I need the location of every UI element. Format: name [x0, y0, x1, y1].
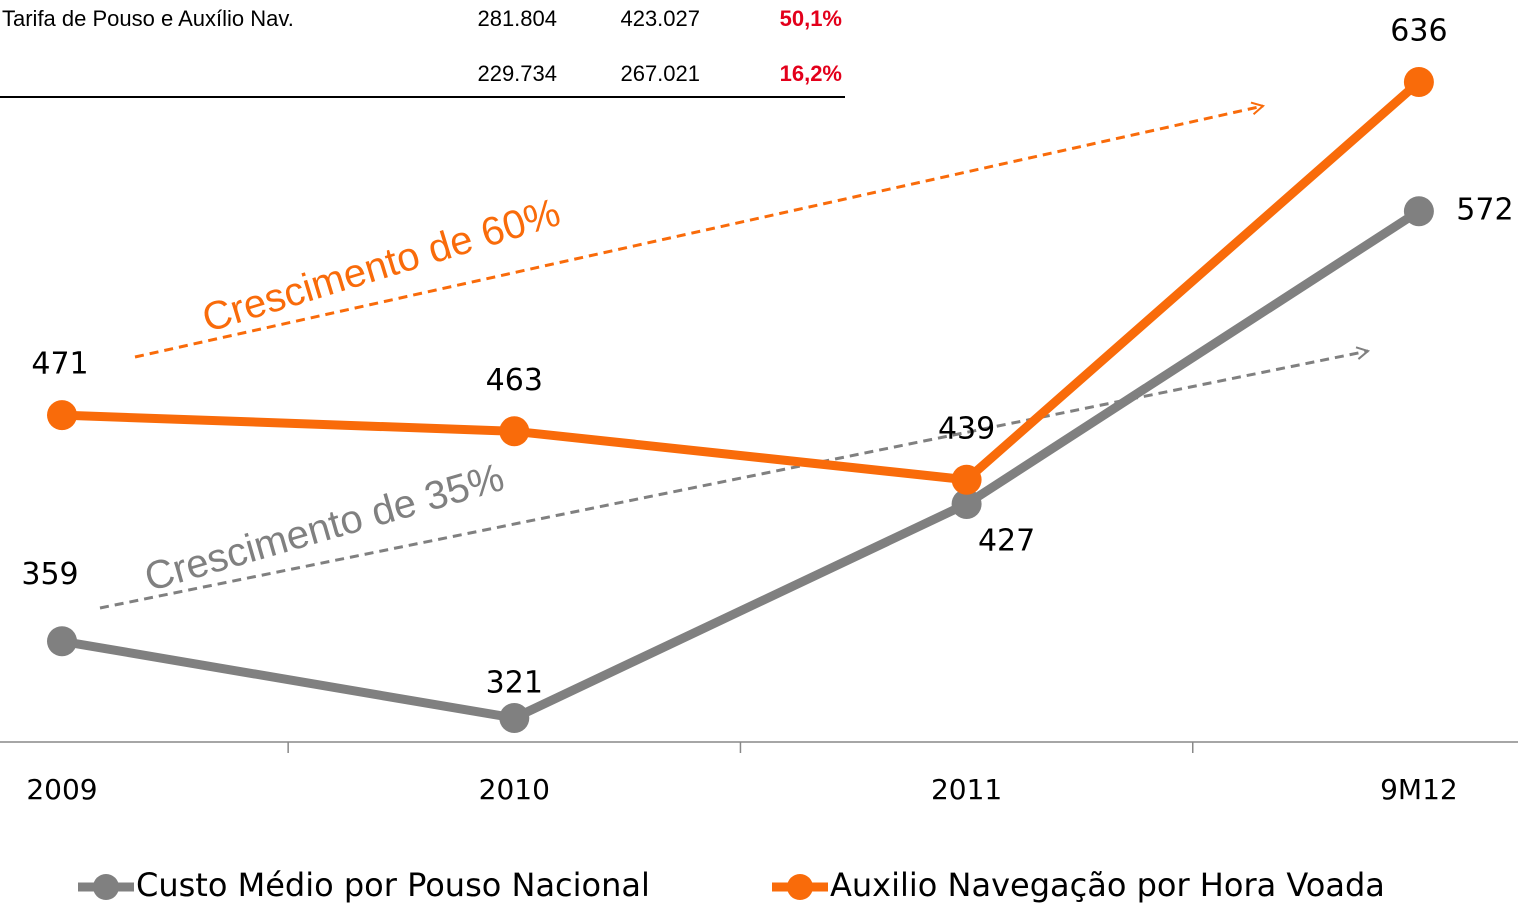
point: [499, 703, 530, 733]
series-line: [61, 207, 1422, 723]
point: [47, 400, 77, 431]
point: [1403, 67, 1434, 97]
legend-marker: [93, 874, 119, 900]
x-tick-label: 2011: [931, 773, 1002, 806]
point: [951, 464, 982, 495]
point: [499, 416, 530, 447]
table-label: Tarifa de Pouso e Auxílio Nav.: [2, 6, 294, 31]
data-label: 427: [978, 523, 1035, 558]
table-cell: 50,1%: [780, 6, 842, 31]
legend-label: Auxilio Navegação por Hora Voada: [830, 866, 1385, 904]
data-label: 359: [21, 557, 78, 592]
x-tick-label: 2009: [26, 773, 97, 806]
data-label: 439: [938, 411, 995, 446]
table-cell: 229.734: [477, 61, 557, 86]
series-line: [61, 78, 1422, 485]
table-cell: 267.021: [620, 61, 700, 86]
table-cell: 423.027: [620, 6, 700, 31]
point: [47, 626, 77, 657]
table-cell: 16,2%: [780, 61, 842, 86]
table-cell: 281.804: [477, 6, 557, 31]
point: [951, 488, 982, 519]
data-label: 463: [486, 363, 543, 398]
data-label: 321: [486, 666, 543, 701]
trend-arrow: [99, 351, 1368, 610]
legend-marker: [787, 874, 813, 900]
x-tick-label: 9M12: [1380, 773, 1458, 806]
x-tick-label: 2010: [479, 773, 550, 806]
annotation: Crescimento de 35%: [140, 455, 509, 600]
point: [1403, 196, 1434, 227]
trend-arrow: [134, 106, 1263, 359]
data-label: 471: [31, 347, 88, 382]
annotation: Crescimento de 60%: [197, 190, 565, 341]
data-label: 572: [1456, 193, 1513, 228]
legend-label: Custo Médio por Pouso Nacional: [136, 866, 650, 904]
data-label: 636: [1390, 14, 1447, 49]
